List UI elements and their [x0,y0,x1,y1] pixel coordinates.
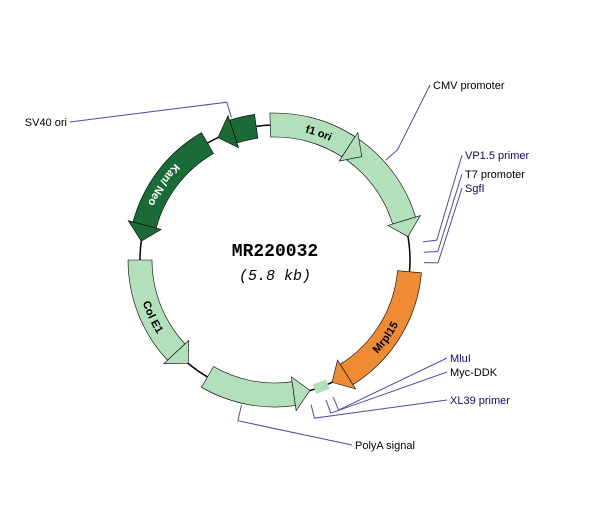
external-label-polya: PolyA signal [355,440,415,452]
marker-label-mycddk: Myc-DDK [450,367,498,379]
marker-label-t7: T7 promoter [465,169,525,181]
marker-label-sgfi: SgfI [465,183,485,195]
marker-label-xl39: XL39 primer [450,395,510,407]
marker-label-vp15: VP1.5 primer [465,150,530,162]
external-label-sv40: SV40 ori [25,117,67,129]
plasmid-map: Mrpl15Col E1Kan/ Neof1 oriCMV promoterPo… [0,0,600,512]
mini-arrow-mycddk [314,384,327,389]
plasmid-size: (5.8 kb) [239,268,311,285]
plasmid-title: MR220032 [232,242,318,262]
external-label-cmv: CMV promoter [433,80,505,92]
marker-label-mlui: MluI [450,353,471,365]
